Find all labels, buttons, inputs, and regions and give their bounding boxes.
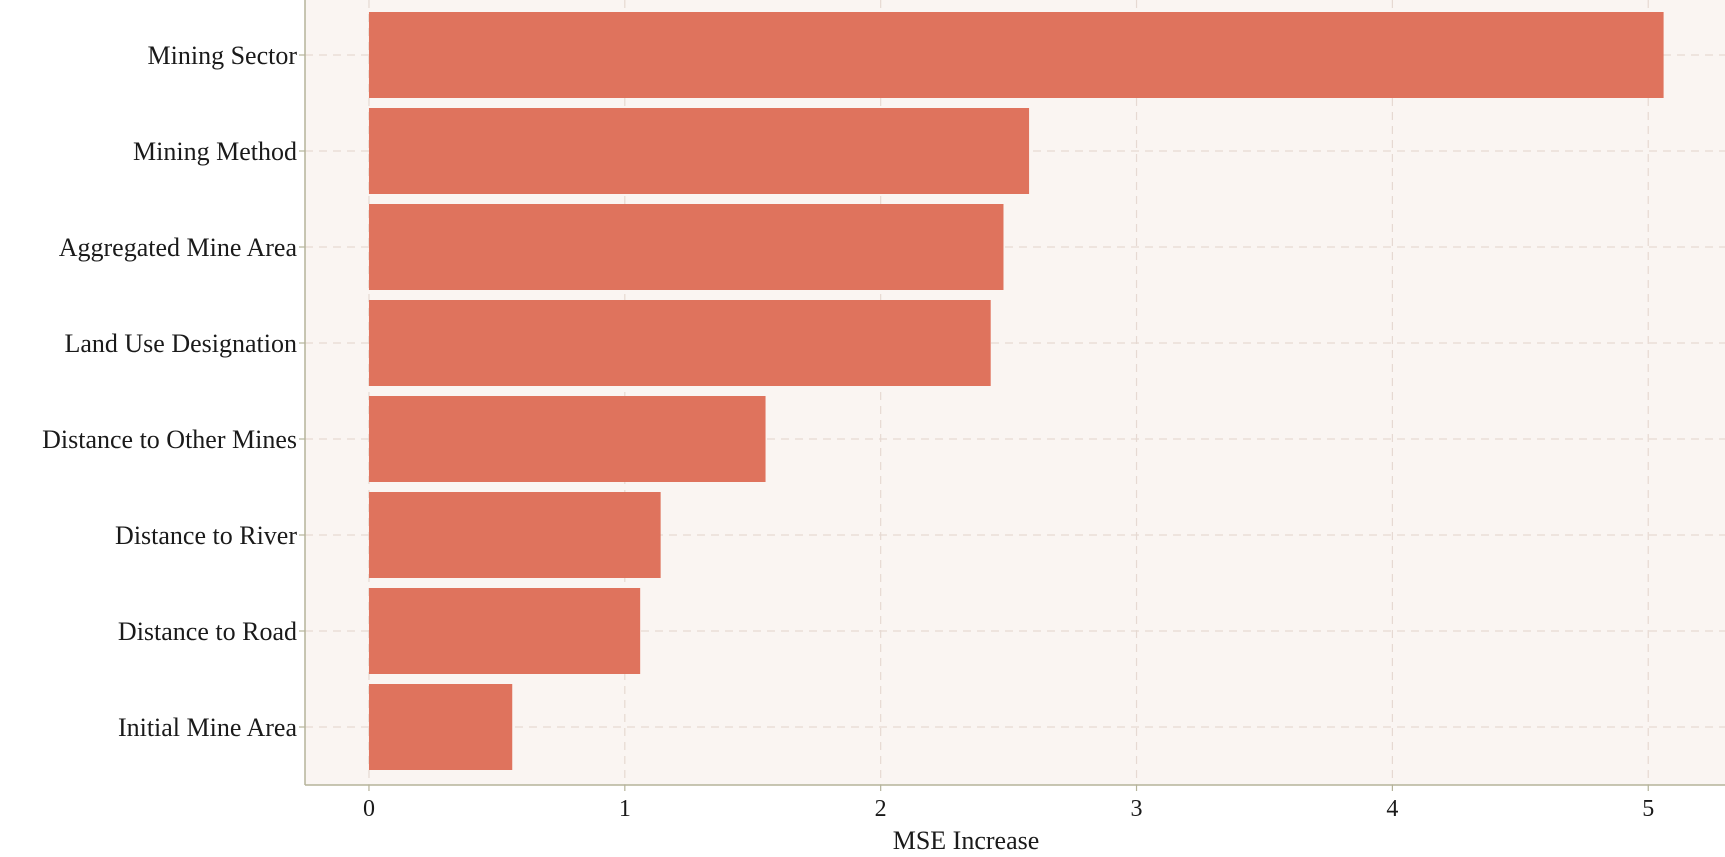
x-tick-label: 3	[1131, 796, 1143, 822]
category-label: Initial Mine Area	[118, 713, 298, 742]
category-label: Distance to Road	[118, 617, 297, 646]
category-label: Land Use Designation	[64, 329, 297, 358]
x-tick-label: 5	[1642, 796, 1654, 822]
bar	[368, 108, 1030, 194]
axes	[299, 0, 1725, 791]
bar	[368, 204, 1004, 290]
x-tick-label: 4	[1386, 796, 1398, 822]
bar	[368, 492, 661, 578]
bar	[368, 684, 513, 770]
x-axis-title: MSE Increase	[893, 826, 1040, 853]
category-label: Mining Method	[133, 137, 297, 166]
bar	[368, 300, 991, 386]
bar	[368, 12, 1664, 98]
category-label: Aggregated Mine Area	[59, 233, 298, 262]
x-tick-label: 1	[619, 796, 631, 822]
bars	[368, 12, 1664, 770]
category-label: Mining Sector	[148, 41, 298, 70]
bar	[368, 588, 641, 674]
category-label: Distance to Other Mines	[42, 425, 297, 454]
bar	[368, 396, 766, 482]
x-tick-label: 0	[363, 796, 375, 822]
x-tick-label: 2	[875, 796, 887, 822]
category-label: Distance to River	[115, 521, 297, 550]
labels: Mining Sector Mining Method Aggregated Min…	[42, 41, 1654, 822]
